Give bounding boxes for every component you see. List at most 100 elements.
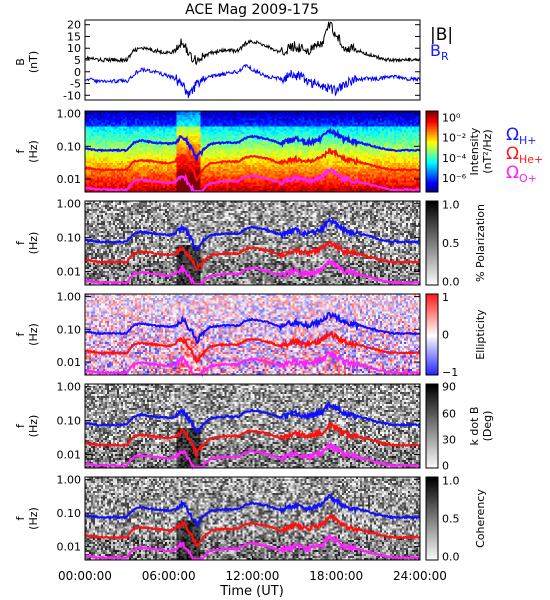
- x-axis-ticks: 00:00:00 06:00:00 12:00:00 18:00:00 24:00:00: [58, 556, 447, 583]
- gyro-curve-o-plus: [84, 167, 421, 193]
- colorbar-segment: [426, 230, 438, 233]
- colorbar-segment: [426, 203, 438, 206]
- colorbar-segment: [426, 314, 438, 317]
- colorbar-segment: [426, 268, 438, 271]
- y-tick-label: 0.10: [57, 507, 82, 520]
- legend-h-plus: ΩH+: [506, 125, 537, 147]
- colorbar-segment: [426, 115, 438, 118]
- colorbar-tick-label: 10⁻⁶: [442, 172, 467, 185]
- colorbar-segment: [426, 520, 438, 524]
- colorbar-segment: [426, 157, 438, 161]
- colorbar-label: % Polarization: [474, 204, 487, 282]
- colorbar-segment: [426, 348, 438, 352]
- panel-frame: [84, 293, 421, 376]
- colorbar-segment: [426, 394, 438, 398]
- colorbar-segment: [426, 257, 438, 261]
- colorbar-segment: [426, 370, 438, 374]
- colorbar-segment: [426, 407, 438, 410]
- colorbar-segment: [426, 171, 438, 175]
- colorbar-segment: [426, 430, 438, 433]
- panel-intensity: 1.00 0.10 0.01 f (Hz) 10⁰ 10⁻² 10⁻⁴ 10⁻⁶Intensit…: [14, 108, 494, 193]
- colorbar-segment: [426, 386, 438, 389]
- colorbar-tick-label: 10⁻²: [442, 132, 466, 145]
- colorbar-segment: [426, 149, 438, 152]
- colorbar-segment: [426, 255, 438, 259]
- colorbar-segment: [426, 438, 438, 442]
- colorbar-tick-label: 0.5: [442, 513, 460, 526]
- x-axis-label: Time (UT): [219, 584, 284, 599]
- colorbar-tick-label: 1.0: [442, 474, 460, 487]
- colorbar-label: (nT²/Hz): [481, 129, 494, 173]
- y-tick-label: 10: [67, 42, 81, 55]
- colorbar: 1 0 −1 Ellipticity: [425, 291, 487, 379]
- colorbar-segment: [426, 350, 438, 354]
- colorbar-tick-label: 1: [442, 291, 449, 304]
- colorbar-segment: [426, 346, 438, 350]
- colorbar-tick-label: 0.5: [442, 237, 460, 250]
- colorbar-segment: [426, 553, 438, 557]
- x-tick-label: 00:00:00: [58, 569, 112, 583]
- x-tick-label: 18:00:00: [309, 569, 363, 583]
- colorbar-segment: [426, 334, 438, 338]
- colorbar-segment: [426, 453, 438, 456]
- colorbar-segment: [426, 338, 438, 342]
- y-tick-label: -10: [63, 89, 81, 102]
- colorbar-segment: [426, 131, 438, 134]
- gyro-curve-h-plus: [84, 401, 421, 434]
- colorbar-tick-label: 1.0: [442, 198, 460, 211]
- gyro-curve-he-plus: [84, 240, 421, 272]
- colorbar-segment: [426, 306, 438, 309]
- legend-he-plus-sub: He+: [519, 153, 543, 166]
- colorbar-segment: [426, 222, 438, 225]
- colorbar-segment: [426, 272, 438, 275]
- colorbar-segment: [426, 510, 438, 513]
- colorbar-label: (Deg): [481, 411, 494, 442]
- colorbar-segment: [426, 545, 438, 549]
- colorbar-segment: [426, 528, 438, 532]
- y-tick-label: 1.00: [57, 108, 82, 121]
- colorbar-segment: [426, 493, 438, 497]
- panel-ylabel-1: f: [14, 331, 27, 336]
- colorbar-tick-label: 30: [442, 433, 456, 446]
- colorbar-segment: [426, 541, 438, 544]
- colorbar-segment: [426, 310, 438, 313]
- panel-k-dot-b: 1.00 0.10 0.01 f (Hz) 90 60 30 0 k dot B (Deg): [14, 381, 494, 473]
- colorbar-segment: [426, 402, 438, 406]
- colorbar-segment: [426, 455, 438, 458]
- colorbar-segment: [426, 161, 438, 165]
- colorbar-segment: [426, 549, 438, 553]
- bfield-ylabel-2: (nT): [27, 51, 40, 73]
- colorbar-segment: [426, 506, 438, 509]
- y-tick-label: 1.00: [57, 198, 82, 211]
- gyro-curve-o-plus: [84, 351, 421, 378]
- colorbar-segment: [426, 535, 438, 538]
- colorbar-tick-label: 90: [442, 381, 456, 394]
- colorbar-segment: [426, 415, 438, 419]
- bfield-ylabel-1: B: [14, 58, 27, 66]
- gyro-curve-he-plus: [84, 329, 421, 364]
- colorbar-segment: [426, 261, 438, 265]
- colorbar-segment: [426, 340, 438, 344]
- gyro-curve-he-plus: [84, 421, 421, 458]
- colorbar-frame: [425, 383, 439, 469]
- colorbar-segment: [426, 413, 438, 416]
- legend-br: BR: [430, 41, 449, 63]
- colorbar-segment: [426, 368, 438, 372]
- colorbar-segment: [426, 189, 438, 193]
- panel-ylabel-2: (Hz): [27, 415, 40, 438]
- y-tick-label: 0.01: [57, 541, 82, 554]
- colorbar-segment: [426, 499, 438, 503]
- colorbar-segment: [426, 364, 438, 368]
- colorbar-segment: [426, 209, 438, 212]
- colorbar-segment: [426, 362, 438, 366]
- colorbar-segment: [426, 326, 438, 329]
- colorbar-segment: [426, 264, 438, 267]
- colorbar-frame: [425, 476, 439, 561]
- panel-ylabel-1: f: [14, 515, 27, 520]
- legend-he-plus-sym: Ω: [506, 144, 519, 164]
- colorbar-segment: [426, 372, 438, 376]
- gyro-curve-o-plus: [84, 534, 421, 561]
- colorbar-segment: [426, 489, 438, 493]
- colorbar-segment: [426, 238, 438, 242]
